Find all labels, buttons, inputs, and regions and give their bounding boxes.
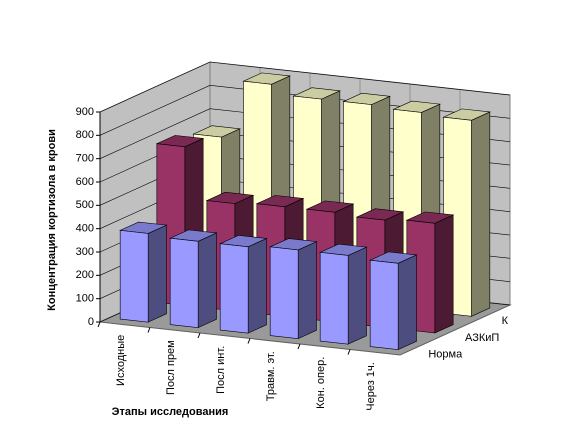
x-tick-label: Посл прем [165,340,177,395]
bar-side [247,237,267,334]
x-tick [347,349,351,355]
x-tick [297,343,301,350]
y-axis-title: Концентрация кортизола в крови [46,129,58,311]
bar [269,238,318,340]
bar-side [147,224,167,323]
grid-line [99,61,511,113]
bar-front [219,243,249,334]
bar [169,229,218,329]
y-tick-label: 700 [76,153,94,165]
bar-side [297,241,317,340]
x-tick-label: Исходные [115,335,127,386]
bar [219,235,268,334]
y-tick-label: 600 [76,176,94,188]
x-tick-label: Кон. опер. [315,357,327,409]
bar [319,243,368,345]
bar-front [169,237,199,328]
series-label: К [502,315,509,327]
y-tick-label: 100 [76,293,94,305]
bar-side [471,111,491,317]
x-tick [247,338,251,344]
series-label: Норма [428,349,463,361]
x-tick [97,321,101,328]
x-tick [197,332,201,339]
y-tick-label: 200 [76,269,94,281]
y-tick-label: 400 [76,223,94,235]
x-tick-label: Посл инт. [215,346,227,394]
bar [442,108,491,317]
bar-front [369,259,399,350]
x-tick [147,327,151,333]
y-tick-label: 0 [88,316,94,328]
bar [369,251,418,351]
y-tick-label: 500 [76,199,94,211]
bar-side [397,254,417,351]
x-axis-title: Этапы исследования [112,406,229,418]
x-tick-label: Травм. эт. [265,351,277,401]
bar-side [347,246,367,345]
bar [119,221,168,323]
bar-front [319,252,349,345]
bar-front [119,230,149,323]
x-tick-label: Через 1ч. [365,362,377,410]
bar-front [269,246,299,339]
y-tick-label: 900 [76,106,94,118]
y-tick-label: 800 [76,129,94,141]
bar-side [197,232,217,329]
bar-side [434,214,454,334]
series-label: АЗКиП [465,332,499,344]
y-tick-label: 300 [76,246,94,258]
